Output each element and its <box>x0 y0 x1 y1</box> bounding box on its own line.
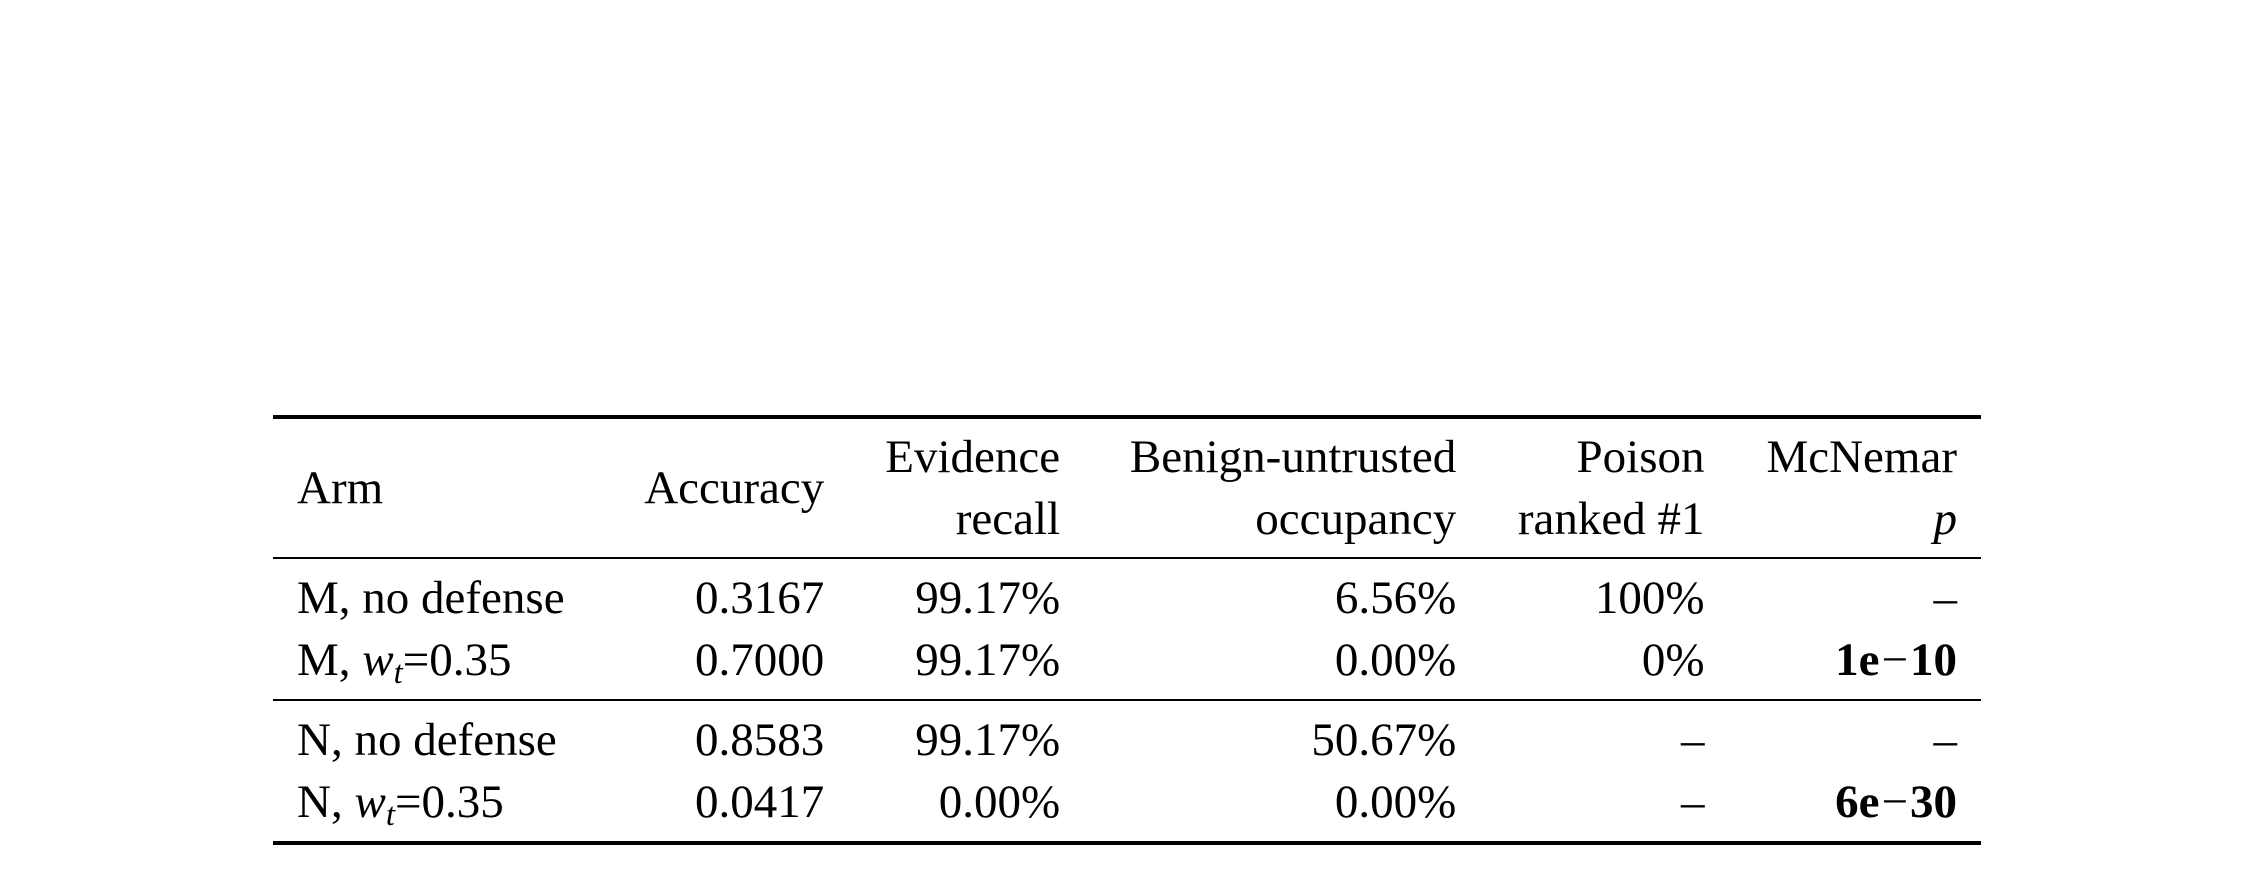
header-arm-label: Arm <box>297 462 384 514</box>
header-evidence-recall-line1: Evidence <box>885 431 1061 483</box>
cell-benign-untrusted: 6.56% <box>1334 572 1457 624</box>
cell-evidence-recall: 99.17% <box>915 634 1061 686</box>
header-benign-untrusted-line1: Benign-untrusted <box>1129 431 1457 483</box>
header-arm: Arm <box>273 417 607 558</box>
cell-poison-ranked: – <box>1681 776 1705 828</box>
cell-benign-untrusted: 50.67% <box>1311 714 1457 766</box>
table-row: N, wt=0.35 0.0417 0.00% 0.00% – 6e−30 <box>273 771 1981 843</box>
header-row: Arm Accuracy Evidence recall Benign-untr… <box>273 417 1981 558</box>
header-poison-ranked-line2: ranked #1 <box>1517 493 1705 545</box>
arm-prefix: N, <box>297 776 355 828</box>
cell-accuracy: 0.8583 <box>695 714 825 766</box>
cell-mcnemar: – <box>1933 572 1958 624</box>
cell-accuracy: 0.0417 <box>695 776 825 828</box>
arm-subscript: t <box>385 797 395 834</box>
header-poison-ranked: Poison ranked #1 <box>1480 417 1728 558</box>
group-n: N, no defense 0.8583 99.17% 50.67% – – N… <box>273 700 1981 843</box>
arm-prefix: M, <box>297 634 363 686</box>
header-accuracy: Accuracy <box>607 417 848 558</box>
arm-variable: w <box>354 776 386 828</box>
header-mcnemar-line2: p <box>1933 493 1958 545</box>
cell-poison-ranked: 100% <box>1594 572 1705 624</box>
group-m: M, no defense 0.3167 99.17% 6.56% 100% –… <box>273 558 1981 700</box>
arm-variable: w <box>362 634 394 686</box>
cell-arm: M, wt=0.35 <box>273 629 607 700</box>
table-row: M, wt=0.35 0.7000 99.17% 0.00% 0% 1e−10 <box>273 629 1981 700</box>
table-row: M, no defense 0.3167 99.17% 6.56% 100% – <box>273 558 1981 629</box>
header-evidence-recall-line2: recall <box>955 493 1061 545</box>
mcnemar-mantissa: 6e <box>1835 776 1880 828</box>
arm-value: =0.35 <box>394 776 504 828</box>
cell-evidence-recall: 99.17% <box>915 714 1061 766</box>
table-header: Arm Accuracy Evidence recall Benign-untr… <box>273 417 1981 558</box>
cell-evidence-recall: 0.00% <box>938 776 1061 828</box>
arm-subscript: t <box>393 655 403 692</box>
cell-mcnemar: 1e−10 <box>1729 629 1981 700</box>
mcnemar-minus: − <box>1881 776 1908 828</box>
header-evidence-recall: Evidence recall <box>848 417 1084 558</box>
header-benign-untrusted: Benign-untrusted occupancy <box>1084 417 1480 558</box>
cell-benign-untrusted: 0.00% <box>1334 776 1457 828</box>
table-row: N, no defense 0.8583 99.17% 50.67% – – <box>273 700 1981 771</box>
cell-benign-untrusted: 0.00% <box>1334 634 1457 686</box>
header-accuracy-label: Accuracy <box>644 462 825 514</box>
arm-value: =0.35 <box>402 634 512 686</box>
cell-poison-ranked: – <box>1681 714 1705 766</box>
mcnemar-exponent: 10 <box>1910 634 1957 686</box>
header-poison-ranked-line1: Poison <box>1576 431 1705 483</box>
cell-arm: N, no defense <box>297 714 557 766</box>
cell-arm: N, wt=0.35 <box>273 771 607 843</box>
cell-poison-ranked: 0% <box>1641 634 1705 686</box>
mcnemar-minus: − <box>1881 634 1908 686</box>
cell-accuracy: 0.7000 <box>695 634 825 686</box>
cell-evidence-recall: 99.17% <box>915 572 1061 624</box>
cell-accuracy: 0.3167 <box>695 572 825 624</box>
header-benign-untrusted-line2: occupancy <box>1255 493 1457 545</box>
header-mcnemar: McNemar p <box>1729 417 1981 558</box>
cell-mcnemar: – <box>1933 714 1958 766</box>
cell-mcnemar: 6e−30 <box>1729 771 1981 843</box>
header-mcnemar-line1: McNemar <box>1766 431 1957 483</box>
mcnemar-mantissa: 1e <box>1835 634 1880 686</box>
results-table: Arm Accuracy Evidence recall Benign-untr… <box>273 415 1981 845</box>
mcnemar-exponent: 30 <box>1910 776 1957 828</box>
cell-arm: M, no defense <box>297 572 565 624</box>
